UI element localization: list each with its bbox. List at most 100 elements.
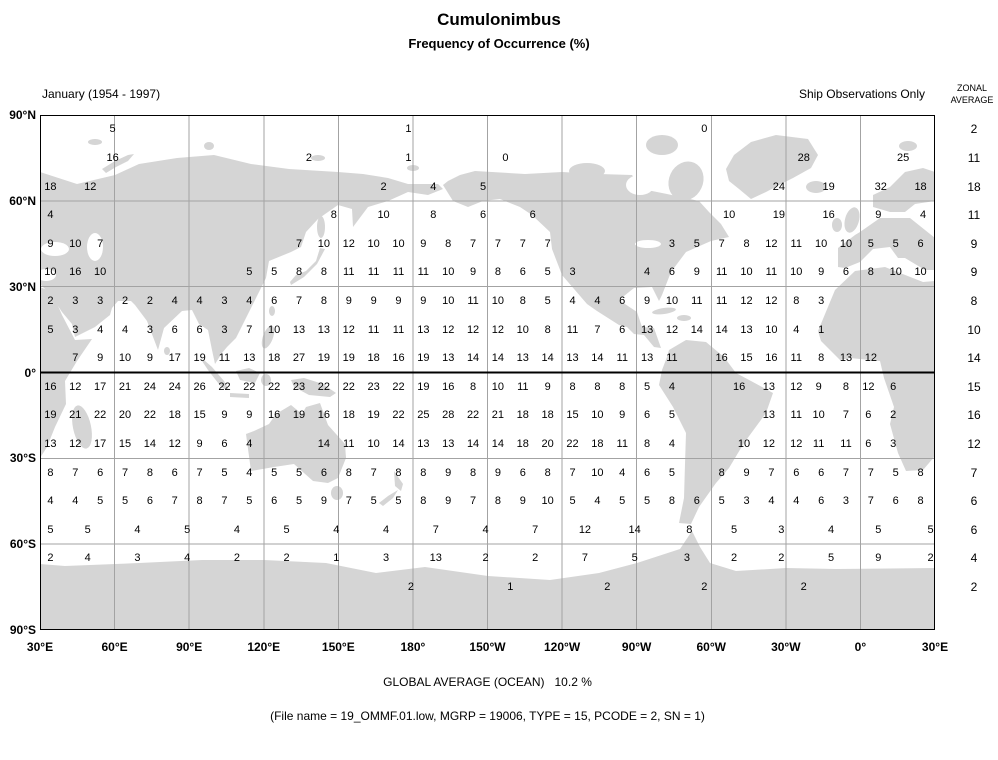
grid-value: 8 (47, 466, 54, 479)
zonal-average-value: 6 (970, 522, 978, 537)
grid-value: 10 (914, 266, 927, 279)
grid-value: 2 (407, 581, 414, 594)
grid-value: 8 (320, 266, 327, 279)
grid-value: 1 (818, 323, 825, 336)
grid-value: 13 (429, 552, 442, 565)
grid-value: 15 (193, 409, 206, 422)
grid-value: 22 (218, 380, 231, 393)
grid-value: 10 (889, 266, 902, 279)
grid-value: 6 (529, 209, 536, 222)
grid-value: 4 (919, 209, 927, 222)
grid-value: 9 (445, 495, 452, 508)
grid-value: 11 (616, 352, 628, 365)
grid-value: 5 (370, 495, 377, 508)
grid-value: 22 (566, 438, 579, 451)
grid-value: 5 (892, 237, 899, 250)
grid-value: 2 (604, 581, 611, 594)
grid-value: 10 (591, 466, 604, 479)
x-axis-label: 90°E (176, 640, 203, 654)
grid-value: 5 (121, 495, 129, 508)
grid-value: 10 (790, 266, 803, 279)
grid-value: 4 (668, 380, 676, 393)
grid-value: 12 (69, 380, 82, 393)
grid-value: 9 (743, 466, 750, 479)
grid-value: 8 (519, 294, 526, 307)
x-axis-label: 180° (400, 640, 426, 654)
grid-value: 10 (442, 266, 455, 279)
grid-value: 16 (392, 352, 405, 365)
grid-value: 12 (790, 380, 803, 393)
grid-value: 10 (541, 495, 554, 508)
y-axis-label: 0° (24, 365, 36, 380)
grid-value: 32 (874, 180, 887, 193)
grid-value: 24 (772, 180, 785, 193)
grid-value: 5 (668, 409, 676, 422)
grid-value: 19 (193, 352, 206, 365)
grid-value: 6 (818, 495, 825, 508)
grid-value: 5 (479, 180, 487, 193)
grid-value: 21 (491, 409, 505, 422)
grid-value: 6 (519, 266, 526, 279)
grid-value: 10 (94, 266, 107, 279)
grid-value: 13 (566, 352, 579, 365)
grid-value: 9 (644, 294, 651, 307)
grid-value: 13 (292, 323, 306, 336)
grid-value: 7 (867, 466, 874, 479)
grid-value: 2 (778, 552, 785, 565)
grid-value: 3 (890, 438, 897, 451)
grid-value: 2 (532, 552, 539, 565)
grid-value: 11 (392, 323, 405, 336)
grid-value: 22 (268, 380, 281, 393)
grid-value: 6 (146, 495, 153, 508)
grid-value: 2 (146, 294, 153, 307)
grid-value: 6 (171, 466, 178, 479)
grid-value: 10 (268, 323, 281, 336)
grid-value: 7 (842, 409, 850, 422)
y-axis-label: 90°S (9, 623, 36, 637)
grid-value: 19 (342, 352, 355, 365)
grid-value: 11 (790, 352, 802, 365)
grid-value: 8 (917, 466, 924, 479)
grid-value: 5 (569, 495, 576, 508)
grid-value: 4 (828, 523, 835, 536)
grid-value: 2 (47, 294, 54, 307)
grid-value: 7 (72, 352, 79, 365)
source-label: Ship Observations Only (798, 87, 925, 101)
grid-value: 8 (470, 466, 477, 479)
x-axis-label: 150°E (321, 640, 355, 654)
grid-value: 9 (519, 495, 526, 508)
grid-value: 10 (392, 237, 405, 250)
grid-value: 4 (382, 523, 390, 536)
grid-value: 7 (171, 495, 178, 508)
grid-value: 7 (581, 552, 588, 565)
grid-value: 13 (417, 438, 430, 451)
grid-value: 8 (330, 209, 337, 222)
grid-value: 4 (97, 323, 104, 336)
grid-value: 16 (442, 380, 455, 393)
grid-value: 2 (800, 581, 807, 594)
grid-value: 14 (466, 438, 480, 451)
grid-value: 12 (578, 523, 592, 536)
grid-value: 4 (121, 323, 129, 336)
grid-value: 12 (765, 237, 778, 250)
grid-value: 4 (594, 294, 601, 307)
grid-value: 8 (686, 523, 693, 536)
grid-value: 9 (693, 266, 700, 279)
zonal-average-value: 10 (967, 322, 981, 337)
grid-value: 11 (765, 266, 778, 279)
zonal-average-value: 16 (967, 408, 981, 423)
grid-value: 12 (765, 294, 778, 307)
grid-value: 8 (470, 380, 477, 393)
grid-value: 10 (815, 237, 828, 250)
grid-value: 21 (118, 380, 132, 393)
grid-value: 26 (193, 380, 206, 393)
zonal-average-value: 15 (967, 379, 981, 394)
grid-value: 4 (668, 438, 676, 451)
grid-value: 5 (97, 495, 104, 508)
grid-value: 14 (392, 438, 405, 451)
grid-value: 18 (516, 409, 529, 422)
grid-value: 2 (305, 151, 313, 164)
grid-value: 7 (718, 237, 725, 250)
grid-value: 11 (417, 266, 430, 279)
grid-value: 19 (292, 409, 306, 422)
